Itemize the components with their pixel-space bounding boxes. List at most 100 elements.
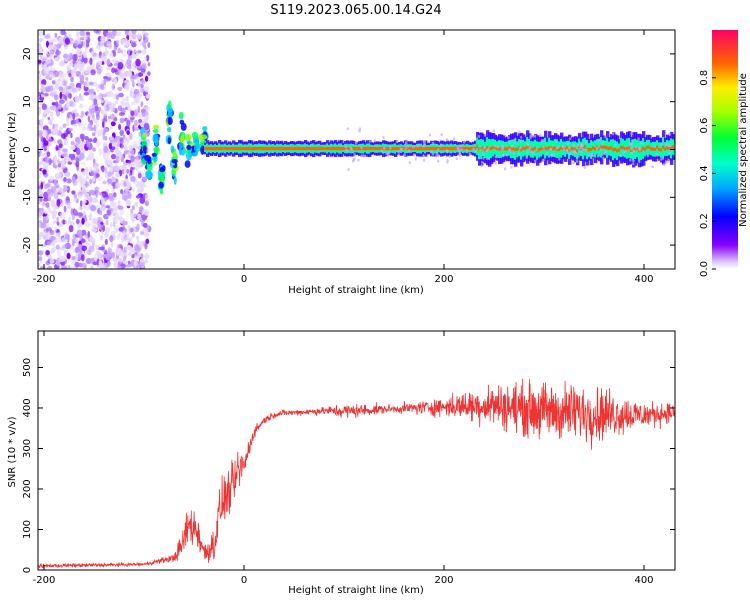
spectrogram-noise-mark [59,212,66,220]
spectrogram-noise-mark [81,229,87,236]
spectrogram-noise-mark [133,260,138,267]
spectrogram-noise-mark [122,220,125,228]
spectrogram-ridge-core [214,146,218,151]
spectrogram-noise-mark [102,109,108,117]
spectrogram-ridge-core [516,147,520,151]
spectrogram-noise-mark [132,48,137,54]
spectrogram-noise-mark [136,33,142,39]
spectrogram-noise-mark [118,124,122,130]
spectrogram-noise-mark [41,103,47,111]
spectrogram-noise-mark [103,76,109,80]
spectrogram-sparse-mark [590,154,593,157]
spectrogram-noise-mark [134,202,139,207]
spectrogram-noise-mark [49,118,53,123]
spectrogram-sparse-mark [357,158,360,162]
spectrogram-noise-mark [76,50,81,57]
spectrogram-ridge-core [224,146,228,151]
spectrogram-noise-mark [84,70,91,74]
spectrogram-noise-mark [121,38,126,44]
spectrogram-sparse-mark [663,163,666,167]
spectrogram-ridge-core [440,146,444,151]
spectrogram-y-tick-label: 10 [22,95,33,108]
spectrogram-ridge-core [302,146,306,151]
spectrogram-noise-mark [68,73,72,78]
colorbar-gradient [712,30,738,269]
spectrogram-ridge-core [520,148,524,152]
spectrogram-ridge-core [346,146,350,151]
spectrogram-noise-mark [92,177,96,182]
spectrogram-noise-mark [77,170,84,176]
spectrogram-sparse-mark [353,157,356,161]
spectrogram-noise-mark [69,54,73,61]
spectrogram-noise-mark [100,83,105,91]
spectrogram-noise-mark [143,209,150,216]
spectrogram-noise-mark [96,113,100,121]
snr-x-axis-label: Height of straight line (km) [288,585,424,596]
spectrogram-noise-mark [136,78,140,83]
spectrogram-ridge-core [228,146,232,151]
spectrogram-noise-mark [132,187,135,194]
spectrogram-noise-mark [48,175,55,181]
spectrogram-noise-mark [68,153,73,159]
spectrogram-sparse-mark [347,168,350,172]
spectrogram-ridge-core [398,146,402,151]
spectrogram-x-tick-label: 400 [634,274,653,285]
spectrogram-noise-mark [82,200,87,204]
colorbar: 0.0 0.2 0.4 0.6 0.8 Normalized spectral ampl… [699,30,749,277]
spectrogram-ridge-core [426,146,430,151]
spectrogram-ridge-core [208,146,212,151]
spectrogram-sparse-mark [360,146,363,150]
spectrogram-noise-mark [53,179,57,186]
spectrogram-ridge-core [634,147,638,151]
spectrogram-transition-mark [168,100,172,109]
spectrogram-noise-mark [40,152,47,157]
spectrogram-noise-mark [80,238,86,244]
spectrogram-noise-mark [125,236,131,243]
spectrogram-noise-mark [79,181,84,189]
spectrogram-noise-mark [99,206,106,212]
spectrogram-transition-mark [180,122,187,131]
spectrogram-ridge-core [252,146,256,151]
spectrogram-transition-mark [154,138,159,147]
spectrogram-sparse-mark [494,161,497,165]
spectrogram-noise-mark [134,89,140,97]
spectrogram-sparse-mark [552,153,555,157]
spectrogram-sparse-mark [472,147,475,151]
spectrogram-ridge-core [310,146,314,151]
spectrogram-noise-mark [144,114,149,121]
spectrogram-noise-mark [59,71,63,77]
spectrogram-sparse-mark [368,139,371,143]
spectrogram-sparse-mark [485,149,488,153]
spectrogram-noise-mark [120,100,124,107]
spectrogram-ridge-core [468,146,472,151]
spectrogram-ridge-core [286,146,290,151]
spectrogram-noise-mark [67,216,71,224]
spectrogram-ridge-core [410,146,414,151]
spectrogram-sparse-mark [562,148,566,152]
spectrogram-noise-mark [110,221,113,229]
spectrogram-noise-mark [51,105,54,110]
spectrogram-noise-mark [55,175,60,179]
spectrogram-ridge-core [560,146,564,150]
spectrogram-noise-mark [123,181,127,187]
spectrogram-noise-mark [124,259,128,264]
spectrogram-noise-mark [105,254,110,261]
spectrogram-noise-mark [137,72,144,77]
spectrogram-noise-mark [53,128,59,136]
spectrogram-noise-mark [88,189,95,195]
spectrogram-noise-mark [113,63,118,67]
spectrogram-noise-mark [38,107,42,115]
spectrogram-noise-mark [127,252,133,257]
spectrogram-noise-mark [82,81,87,86]
spectrogram-y-tick-label: -10 [22,189,33,205]
spectrogram-noise-mark [127,104,131,111]
spectrogram-ridge-core [498,147,502,151]
spectrogram-ridge-core [416,146,420,151]
spectrogram-noise-mark [50,235,56,241]
spectrogram-sparse-mark [514,137,517,141]
spectrogram-noise-mark [131,42,137,48]
spectrogram-ridge-core [662,145,666,149]
spectrogram-noise-mark [95,191,98,199]
spectrogram-noise-mark [117,200,121,205]
spectrogram-ridge-core [450,146,454,151]
